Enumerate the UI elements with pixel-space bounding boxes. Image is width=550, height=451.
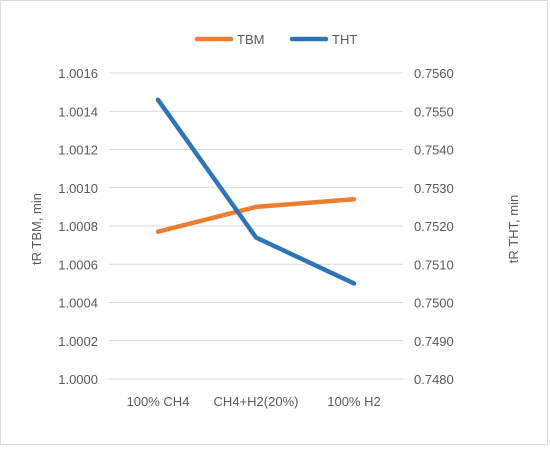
- series-lines: [155, 97, 357, 286]
- y-tick-label-left: 1.0016: [58, 66, 98, 81]
- y-tick-label-right: 0.7550: [414, 104, 454, 119]
- y-tick-label-left: 1.0008: [58, 219, 98, 234]
- y-tick-label-right: 0.7490: [414, 334, 454, 349]
- y-tick-label-left: 1.0000: [58, 372, 98, 387]
- x-tick-label: 100% H2: [327, 394, 380, 409]
- y-tick-label-left: 1.0012: [58, 143, 98, 158]
- y-tick-label-right: 0.7520: [414, 219, 454, 234]
- y-axis-label-left: tR TBM, min: [29, 193, 44, 265]
- y-tick-label-right: 0.7480: [414, 372, 454, 387]
- x-tick-label: 100% CH4: [127, 394, 190, 409]
- y-tick-label-right: 0.7530: [414, 181, 454, 196]
- y-tick-label-right: 0.7510: [414, 257, 454, 272]
- y-tick-label-left: 1.0004: [58, 296, 98, 311]
- x-tick-label: CH4+H2(20%): [214, 394, 299, 409]
- series-line-tht: [155, 97, 357, 286]
- y-axis-label-right: tR THT, min: [506, 195, 521, 263]
- series-line-tbm: [155, 196, 357, 234]
- y-tick-label-right: 0.7560: [414, 66, 454, 81]
- y-tick-label-left: 1.0014: [58, 104, 98, 119]
- y-tick-label-left: 1.0010: [58, 181, 98, 196]
- right-axis-ticks: 0.7480 0.7490 0.7500 0.7510 0.7520 0.7530 0.75…: [414, 66, 454, 387]
- legend-label-tht: THT: [332, 32, 357, 47]
- y-tick-label-left: 1.0006: [58, 257, 98, 272]
- legend: TBM THT: [194, 32, 357, 47]
- y-tick-label-right: 0.7540: [414, 143, 454, 158]
- legend-label-tbm: TBM: [237, 32, 264, 47]
- x-axis-categories: 100% CH4 CH4+H2(20%) 100% H2: [127, 394, 381, 409]
- y-tick-label-left: 1.0002: [58, 334, 98, 349]
- gridlines: [109, 72, 403, 380]
- left-axis-ticks: 1.0000 1.0002 1.0004 1.0006 1.0008 1.0010 1.00…: [58, 66, 98, 387]
- y-tick-label-right: 0.7500: [414, 296, 454, 311]
